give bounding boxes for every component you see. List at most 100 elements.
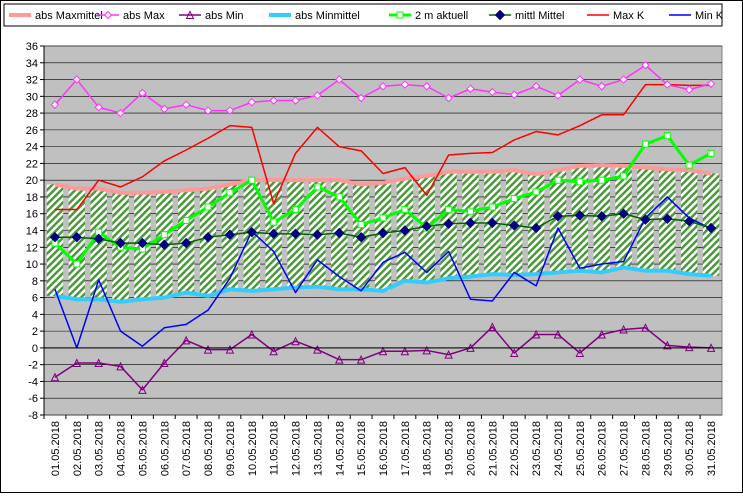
series-layer	[49, 61, 717, 394]
data-point-2-m-aktuell	[598, 176, 606, 184]
data-point-abs-min	[597, 329, 607, 339]
data-point-abs-max	[356, 93, 366, 103]
data-point-abs-min	[575, 348, 585, 357]
data-point-2-m-aktuell	[576, 178, 584, 186]
y-tick-label: 14	[26, 226, 38, 238]
data-point-abs-min	[72, 358, 82, 368]
x-tick-label: 27.05.2018	[619, 421, 631, 476]
data-point-mittl-mittel	[355, 232, 367, 243]
x-tick-label: 15.05.2018	[356, 421, 368, 476]
x-tick-label: 29.05.2018	[662, 421, 674, 476]
y-tick-label: 8	[32, 276, 38, 288]
data-point-mittl-mittel	[618, 208, 629, 219]
data-point-mittl-mittel	[71, 232, 83, 243]
x-tick-label: 26.05.2018	[597, 421, 609, 476]
data-point-abs-min	[313, 344, 322, 354]
data-point-2-m-aktuell	[204, 203, 212, 211]
data-point-abs-max	[203, 106, 213, 115]
data-point-abs-min	[378, 346, 388, 356]
data-point-abs-min	[159, 358, 169, 368]
data-point-2-m-aktuell	[379, 214, 387, 222]
data-point-2-m-aktuell	[532, 188, 540, 196]
series-line-abs-min	[54, 326, 712, 391]
legend-label: mittl Mittel	[515, 10, 565, 22]
y-axis: -8-6-4-202468101214161820222426283032343…	[26, 41, 45, 422]
legend-marker-mittl-mittel	[494, 9, 506, 21]
data-point-mittl-mittel	[246, 226, 257, 238]
data-point-mittl-mittel	[443, 218, 454, 229]
data-point-abs-min	[641, 323, 650, 332]
y-tick-label: 30	[26, 91, 38, 103]
data-point-abs-min	[531, 329, 541, 339]
data-point-abs-max	[269, 96, 278, 105]
legend-marker-abs-max	[103, 10, 113, 20]
data-point-mittl-mittel	[334, 227, 345, 239]
y-tick-label: -4	[28, 376, 38, 388]
x-tick-label: 03.05.2018	[94, 421, 106, 476]
data-point-abs-min	[94, 358, 103, 368]
data-point-abs-min	[619, 324, 628, 334]
series-line-max-k	[54, 83, 712, 211]
data-point-mittl-mittel	[312, 229, 323, 240]
data-point-2-m-aktuell	[510, 195, 518, 203]
data-point-abs-max	[247, 97, 256, 107]
legend-label: abs Max	[123, 10, 165, 22]
x-tick-label: 13.05.2018	[312, 421, 324, 476]
series-abs-min	[50, 322, 716, 394]
data-point-mittl-mittel	[683, 216, 695, 227]
series-line-abs-maxmittel	[54, 163, 712, 195]
data-point-2-m-aktuell	[357, 221, 365, 229]
data-point-abs-min	[663, 340, 672, 350]
data-point-2-m-aktuell	[226, 189, 234, 197]
legend-marker-abs-min	[185, 10, 195, 19]
data-point-mittl-mittel	[465, 217, 476, 229]
data-point-mittl-mittel	[224, 229, 236, 240]
series-2-m-aktuell	[51, 132, 715, 268]
legend-label: Min K	[695, 10, 724, 22]
x-tick-label: 17.05.2018	[400, 421, 412, 476]
legend: abs Maxmittel abs Max abs Min abs Minmittel…	[3, 3, 724, 27]
data-point-mittl-mittel	[115, 237, 126, 249]
y-tick-label: 32	[26, 75, 38, 87]
data-point-abs-min	[422, 345, 432, 355]
data-point-abs-max	[510, 90, 519, 99]
data-point-abs-min	[50, 372, 60, 382]
y-tick-label: -6	[28, 393, 38, 405]
data-point-2-m-aktuell	[641, 140, 649, 148]
data-point-mittl-mittel	[705, 222, 717, 234]
data-point-abs-max	[597, 82, 606, 91]
series-min-k	[54, 196, 712, 349]
x-tick-label: 10.05.2018	[247, 421, 259, 476]
data-point-abs-min	[138, 385, 147, 394]
data-point-2-m-aktuell	[707, 149, 715, 157]
data-point-2-m-aktuell	[445, 206, 453, 214]
data-point-abs-min	[247, 329, 257, 339]
x-tick-label: 31.05.2018	[706, 421, 718, 476]
data-point-abs-max	[575, 75, 585, 84]
legend-label: abs Minmittel	[295, 10, 360, 22]
data-point-abs-max	[313, 91, 322, 100]
y-tick-label: 28	[26, 108, 38, 120]
data-point-abs-min	[291, 336, 300, 346]
data-point-2-m-aktuell	[160, 231, 168, 239]
data-point-2-m-aktuell	[313, 183, 321, 191]
y-tick-label: 16	[26, 209, 38, 221]
x-tick-label: 16.05.2018	[378, 421, 390, 476]
data-point-abs-max	[181, 100, 191, 109]
x-tick-label: 18.05.2018	[422, 421, 434, 476]
x-tick-label: 28.05.2018	[640, 421, 652, 476]
y-tick-label: 10	[26, 259, 38, 271]
legend-label: abs Maxmittel	[35, 10, 103, 22]
x-tick-label: 04.05.2018	[116, 421, 128, 476]
data-point-abs-max	[72, 75, 82, 84]
data-point-2-m-aktuell	[620, 172, 628, 180]
data-point-abs-max	[663, 80, 672, 89]
data-point-mittl-mittel	[662, 213, 673, 224]
data-point-abs-max	[488, 87, 497, 97]
legend-marker-2-m-aktuell	[396, 11, 404, 19]
band-layer	[46, 165, 720, 302]
data-point-mittl-mittel	[180, 237, 192, 249]
data-point-abs-max	[444, 93, 453, 103]
x-tick-label: 30.05.2018	[684, 421, 696, 476]
